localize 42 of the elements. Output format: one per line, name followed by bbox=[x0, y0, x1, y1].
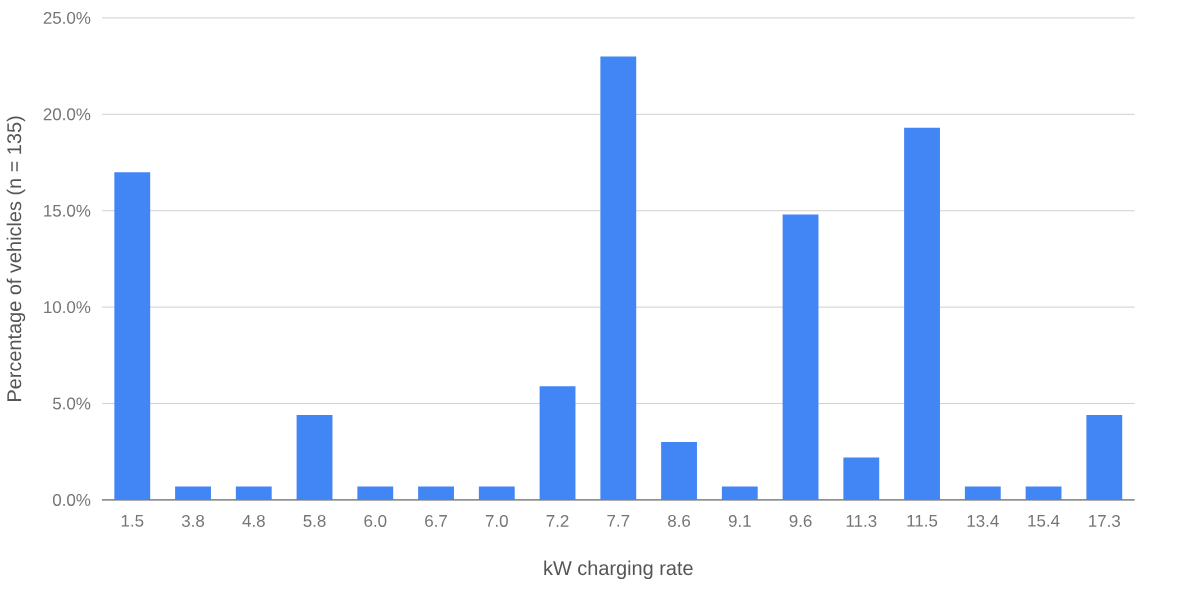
y-tick-label: 10.0% bbox=[44, 301, 91, 314]
bar bbox=[964, 486, 1001, 501]
bar bbox=[1086, 415, 1123, 501]
x-tick-label: 15.4 bbox=[1028, 515, 1060, 527]
x-tick-label: 9.6 bbox=[789, 515, 812, 528]
x-tick-label: 8.6 bbox=[668, 515, 691, 528]
y-tick-label: 20.0% bbox=[43, 108, 91, 121]
x-tick-label: 7.0 bbox=[485, 515, 508, 528]
bar bbox=[1025, 486, 1062, 501]
bar bbox=[600, 56, 637, 501]
y-axis-title: Percentage of vehicles (n = 135) bbox=[6, 116, 26, 402]
bar bbox=[478, 486, 515, 501]
x-tick-label: 11.3 bbox=[846, 515, 877, 528]
y-tick-label: 15.0% bbox=[44, 204, 91, 217]
bar bbox=[114, 172, 151, 501]
bar bbox=[539, 386, 576, 501]
y-tick-label: 5.0% bbox=[52, 397, 91, 410]
x-tick-label: 6.7 bbox=[425, 515, 447, 528]
bar bbox=[418, 486, 454, 501]
bar bbox=[904, 128, 940, 501]
bar bbox=[782, 214, 819, 501]
x-tick-label: 17.3 bbox=[1089, 515, 1121, 528]
x-axis-title: kW charging rate bbox=[544, 560, 693, 580]
x-tick-label: 7.7 bbox=[607, 515, 630, 527]
x-tick-label: 1.5 bbox=[121, 515, 144, 527]
y-tick-label: 25.0% bbox=[43, 12, 91, 25]
x-tick-label: 4.8 bbox=[242, 515, 265, 528]
x-tick-label: 6.0 bbox=[364, 515, 387, 528]
x-tick-label: 13.4 bbox=[967, 515, 999, 528]
bar bbox=[661, 442, 697, 501]
x-tick-label: 5.8 bbox=[303, 515, 326, 528]
bar bbox=[721, 486, 758, 501]
bar bbox=[296, 415, 333, 501]
bar bbox=[175, 486, 211, 501]
bar bbox=[235, 486, 272, 501]
x-tick-label: 9.1 bbox=[728, 515, 751, 528]
y-tick-label: 0.0% bbox=[52, 494, 91, 507]
x-tick-label: 3.8 bbox=[181, 515, 205, 528]
bar bbox=[357, 486, 394, 501]
bar bbox=[843, 457, 880, 501]
x-tick-label: 11.5 bbox=[907, 515, 938, 527]
x-tick-label: 7.2 bbox=[546, 515, 569, 527]
